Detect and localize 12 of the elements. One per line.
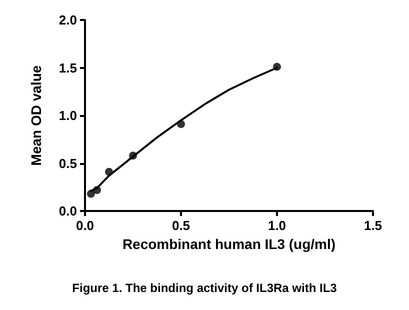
y-tick-label: 0.0	[58, 204, 77, 218]
x-tick-label: 1.0	[268, 218, 286, 233]
x-tick-label: 1.5	[364, 218, 382, 233]
y-tick-label: 2.0	[58, 12, 77, 28]
x-tick-label: 0.0	[76, 218, 94, 233]
y-axis-title: Mean OD value	[28, 65, 44, 166]
y-tick-label: 1.0	[58, 108, 77, 123]
y-tick-label: 1.5	[58, 60, 77, 76]
x-axis-title: Recombinant human IL3 (ug/ml)	[122, 236, 336, 252]
x-tick-label: 0.5	[172, 218, 190, 233]
y-tick-label: 0.5	[58, 156, 77, 171]
caption: Figure 1. The binding activity of IL3Ra with IL3	[72, 281, 338, 295]
